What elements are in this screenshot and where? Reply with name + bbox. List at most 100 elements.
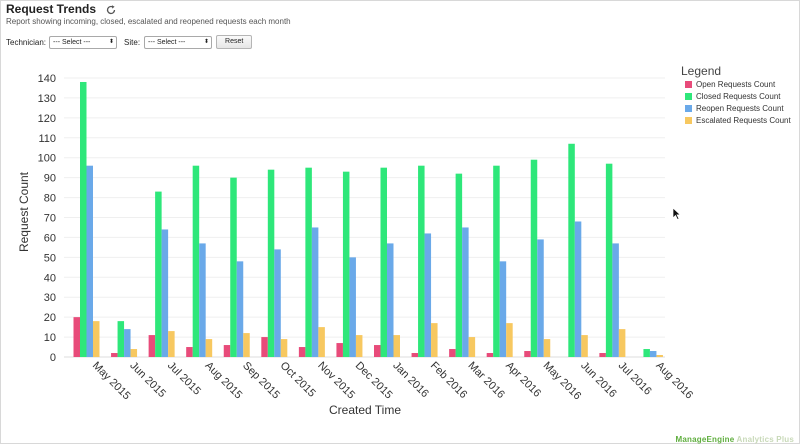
legend-label: Reopen Requests Count: [696, 104, 784, 113]
bar: [418, 165, 425, 357]
legend-swatch: [685, 81, 692, 88]
x-tick-label: Sep 2015: [240, 360, 282, 402]
bar: [305, 167, 312, 357]
legend-label: Open Requests Count: [696, 80, 776, 89]
bar: [280, 339, 288, 357]
x-tick-label: Jan 2016: [390, 360, 430, 400]
site-select-value: --- Select ---: [148, 38, 186, 46]
technician-select-value: --- Select ---: [53, 38, 91, 46]
y-tick-label: 40: [44, 272, 56, 284]
technician-label: Technician:: [6, 37, 47, 47]
site-label: Site:: [124, 37, 141, 47]
y-tick-label: 70: [44, 213, 56, 225]
legend-title: Legend: [681, 64, 721, 78]
x-tick-label: Nov 2015: [315, 360, 357, 402]
x-tick-label: Feb 2016: [428, 360, 469, 401]
bar: [336, 343, 343, 357]
bar: [355, 335, 363, 357]
bar: [618, 329, 626, 357]
report-title: Request Trends: [6, 2, 97, 16]
x-tick-label: May 2016: [541, 360, 584, 403]
x-tick-label: May 2015: [90, 360, 133, 403]
bar: [424, 233, 432, 357]
bar: [643, 349, 650, 357]
bar: [599, 353, 606, 357]
bar: [431, 323, 438, 357]
chevron-down-icon: ⬍: [204, 38, 210, 45]
mouse-cursor-icon: [672, 207, 682, 225]
bar: [374, 345, 381, 357]
technician-select[interactable]: --- Select --- ⬍: [49, 35, 118, 49]
reset-button[interactable]: Reset: [216, 35, 253, 49]
legend-swatch: [685, 117, 692, 124]
bar: [462, 227, 469, 357]
bar: [261, 337, 268, 357]
bar: [117, 321, 125, 357]
x-tick-label: Jul 2016: [616, 360, 654, 398]
bar: [530, 159, 538, 357]
bar: [130, 349, 138, 357]
bar: [168, 331, 175, 357]
bar: [186, 347, 193, 357]
watermark-part1: ManageEngine: [675, 435, 735, 444]
bar: [80, 81, 87, 357]
x-tick-label: Aug 2015: [203, 360, 245, 402]
bar: [486, 353, 494, 357]
bar: [349, 257, 356, 357]
bar: [124, 329, 131, 357]
y-tick-label: 20: [44, 312, 56, 324]
bar: [230, 177, 237, 357]
refresh-icon[interactable]: [105, 3, 117, 15]
y-tick-label: 110: [38, 133, 56, 145]
bar: [298, 347, 306, 357]
legend-label: Escalated Requests Count: [696, 116, 792, 125]
report-header: Request Trends Report showing incoming, …: [6, 2, 291, 26]
bar: [86, 165, 93, 357]
y-tick-label: 140: [38, 73, 56, 85]
y-tick-label: 90: [44, 173, 56, 185]
site-select[interactable]: --- Select --- ⬍: [144, 35, 213, 49]
bar: [155, 191, 162, 357]
x-tick-label: Dec 2015: [353, 360, 395, 402]
bar: [223, 345, 231, 357]
bar: [499, 261, 507, 357]
bar: [236, 261, 244, 357]
x-tick-label: Jul 2015: [165, 360, 203, 398]
legend-label: Closed Requests Count: [696, 92, 781, 101]
x-tick-label: Jun 2016: [578, 360, 618, 400]
bar: [574, 221, 582, 357]
y-tick-label: 60: [44, 232, 56, 244]
bar: [192, 165, 200, 357]
bar: [73, 317, 80, 357]
bar: [311, 227, 319, 357]
bar: [543, 339, 551, 357]
bar: [455, 173, 463, 357]
bar: [161, 229, 169, 357]
bar: [243, 333, 250, 357]
chevron-down-icon: ⬍: [109, 38, 115, 45]
bar: [267, 169, 275, 357]
bar: [493, 165, 500, 357]
report-subtitle: Report showing incoming, closed, escalat…: [6, 17, 291, 26]
bar: [199, 243, 206, 357]
bar: [612, 243, 619, 357]
bar: [111, 353, 118, 357]
y-tick-label: 0: [50, 352, 56, 364]
x-tick-label: Mar 2016: [466, 360, 507, 401]
y-tick-label: 80: [44, 193, 56, 205]
legend-swatch: [685, 93, 692, 100]
bar: [274, 249, 281, 357]
watermark-logo: ManageEngine Analytics Plus: [676, 435, 795, 444]
bar: [318, 327, 325, 357]
bar: [342, 171, 350, 357]
bar: [148, 335, 156, 357]
x-tick-label: Aug 2016: [653, 360, 695, 402]
y-tick-label: 120: [38, 113, 56, 125]
bar: [656, 355, 663, 357]
x-axis-title: Created Time: [329, 403, 401, 417]
bar: [468, 337, 476, 357]
bar: [537, 239, 544, 357]
bar: [649, 351, 657, 357]
x-tick-label: Oct 2015: [278, 360, 318, 400]
